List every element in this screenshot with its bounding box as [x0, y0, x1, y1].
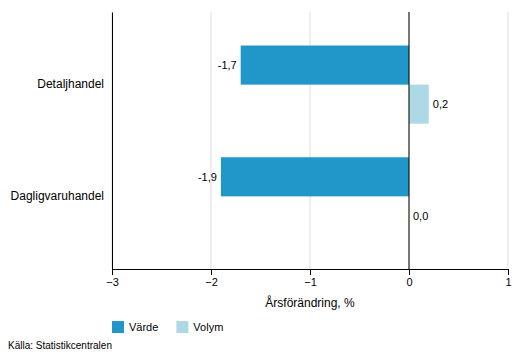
bar: [409, 85, 429, 124]
zero-line: [409, 12, 410, 269]
grid-line: [508, 12, 509, 269]
data-label: -1,9: [198, 171, 217, 183]
bar: [221, 157, 409, 196]
plot: -1,9 -1,7 0,0 0,2 −3 −2 −1 0 1 Dagligvaruhandel De…: [11, 12, 512, 310]
legend-label: Volym: [193, 321, 223, 333]
tick: Dagligvaruhandel: [11, 189, 112, 203]
tick-mark: [310, 269, 311, 275]
annotation: Källa: Statistikcentralen: [8, 340, 112, 351]
axis-line: [113, 270, 509, 276]
legend-item: Värde: [112, 321, 158, 333]
tick-label: −1: [304, 276, 317, 288]
tick-label: 1: [505, 276, 511, 288]
legend-swatch: [176, 321, 188, 333]
tick: Detaljhandel: [37, 77, 112, 91]
grid-line: [211, 12, 212, 269]
data-label: 0,0: [413, 210, 428, 222]
x-axis-title: Årsförändring, %: [265, 295, 355, 310]
x-axis: −3 −2 −1 0 1: [106, 269, 511, 288]
bar: [241, 46, 409, 85]
tick-label: Detaljhandel: [37, 77, 104, 91]
tick-mark: [211, 269, 212, 275]
legend-item: Volym: [176, 321, 223, 333]
legend-label: Värde: [129, 321, 158, 333]
tick: −2: [205, 269, 218, 288]
y-axis: Dagligvaruhandel Detaljhandel: [11, 13, 113, 270]
tick-label: 0: [406, 276, 412, 288]
tick: −3: [106, 269, 119, 288]
data-label: -1,7: [218, 59, 237, 71]
tick-label: −2: [205, 276, 218, 288]
grid-line: [112, 12, 113, 269]
data-labels: -1,9 -1,7 0,0 0,2: [198, 59, 448, 222]
bars: [221, 46, 429, 197]
tick: −1: [304, 269, 317, 288]
legend: Värde Volym: [112, 321, 223, 333]
legend-swatch: [112, 321, 124, 333]
tick-label: Dagligvaruhandel: [11, 189, 104, 203]
tick: 0: [406, 269, 412, 288]
tick-mark: [508, 269, 509, 275]
chart: -1,9 -1,7 0,0 0,2 −3 −2 −1 0 1 Dagligvaruhandel De…: [0, 0, 530, 357]
tick: 1: [505, 269, 511, 288]
grid: [112, 12, 508, 269]
axis-line: [112, 13, 113, 270]
tick-mark: [409, 269, 410, 275]
tick-label: −3: [106, 276, 119, 288]
grid-line: [409, 12, 410, 269]
tick-mark: [112, 269, 113, 275]
data-label: 0,2: [433, 98, 448, 110]
